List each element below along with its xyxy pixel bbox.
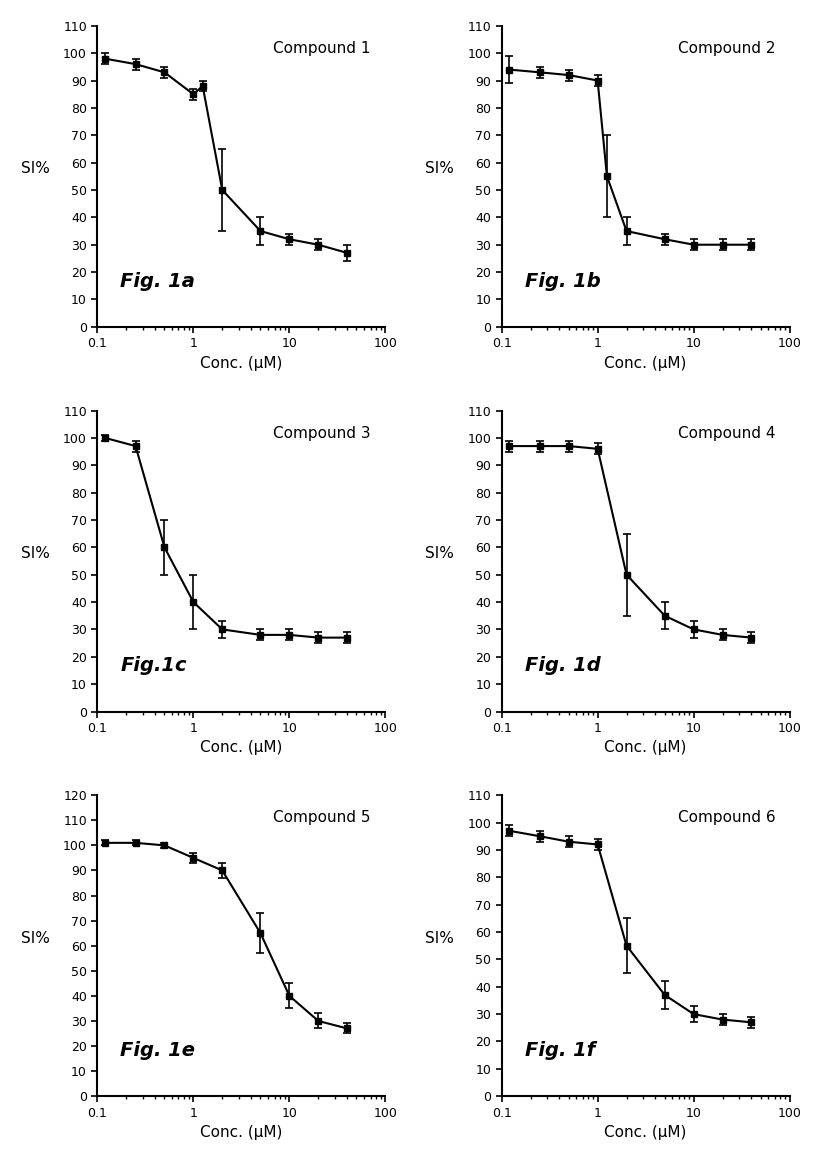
- Text: Compound 3: Compound 3: [273, 426, 371, 440]
- Text: Fig. 1d: Fig. 1d: [524, 656, 600, 676]
- Text: Fig. 1e: Fig. 1e: [120, 1041, 196, 1060]
- Y-axis label: SI%: SI%: [425, 931, 454, 946]
- X-axis label: Conc. (μM): Conc. (μM): [604, 1125, 686, 1140]
- X-axis label: Conc. (μM): Conc. (μM): [200, 741, 283, 756]
- Y-axis label: SI%: SI%: [21, 546, 49, 561]
- Text: Fig. 1f: Fig. 1f: [524, 1041, 594, 1060]
- Text: Compound 6: Compound 6: [677, 810, 775, 825]
- X-axis label: Conc. (μM): Conc. (μM): [200, 355, 283, 370]
- X-axis label: Conc. (μM): Conc. (μM): [604, 355, 686, 370]
- Y-axis label: SI%: SI%: [21, 931, 49, 946]
- X-axis label: Conc. (μM): Conc. (μM): [200, 1125, 283, 1140]
- Y-axis label: SI%: SI%: [425, 546, 454, 561]
- Text: Compound 2: Compound 2: [677, 41, 775, 56]
- Text: Fig. 1b: Fig. 1b: [524, 272, 600, 290]
- Text: Fig. 1a: Fig. 1a: [120, 272, 195, 290]
- Y-axis label: SI%: SI%: [21, 161, 49, 176]
- Text: Compound 5: Compound 5: [274, 810, 371, 825]
- X-axis label: Conc. (μM): Conc. (μM): [604, 741, 686, 756]
- Y-axis label: SI%: SI%: [425, 161, 454, 176]
- Text: Compound 4: Compound 4: [677, 426, 775, 440]
- Text: Fig.1c: Fig.1c: [120, 656, 187, 676]
- Text: Compound 1: Compound 1: [274, 41, 371, 56]
